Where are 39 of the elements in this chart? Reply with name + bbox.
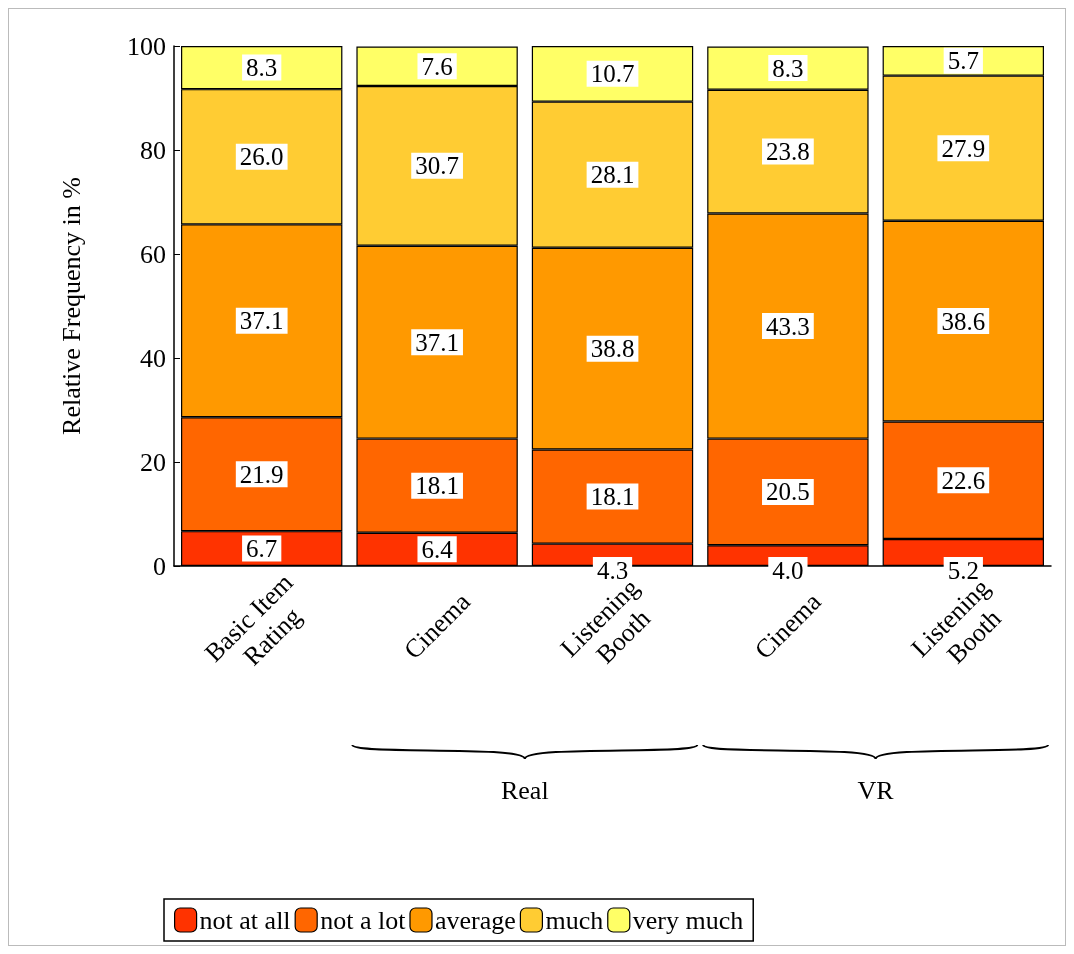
text: VR: [857, 776, 895, 805]
y-tick-label: 80: [140, 135, 166, 165]
y-axis-title: Relative Frequency in %: [56, 177, 86, 435]
y-tick-label: 0: [153, 551, 166, 581]
data-label: 6.4: [421, 535, 454, 563]
data-label: 5.2: [947, 556, 979, 584]
y-tick-label: 20: [140, 447, 166, 477]
y-tick-label: 60: [140, 239, 166, 269]
data-label: 4.3: [596, 556, 629, 584]
data-label: 37.1: [239, 307, 284, 335]
data-label: 18.1: [590, 483, 635, 511]
text: Real: [500, 776, 549, 805]
data-label: 8.3: [246, 54, 278, 82]
y-tick-label: 100: [127, 31, 166, 61]
legend-label: not a lot: [320, 905, 407, 935]
data-label: 6.7: [246, 535, 278, 563]
legend-label: much: [545, 905, 604, 935]
data-label: 38.6: [941, 307, 986, 335]
data-label: 18.1: [415, 472, 459, 500]
data-label: 21.9: [239, 460, 284, 488]
data-label: 43.3: [766, 312, 810, 340]
legend-label: very much: [632, 905, 744, 935]
data-label: 26.0: [239, 143, 284, 171]
data-label: 20.5: [766, 478, 810, 506]
data-label: 4.0: [772, 556, 804, 584]
y-tick-label: 40: [140, 343, 166, 373]
data-label: 23.8: [766, 138, 810, 166]
data-label: 27.9: [941, 134, 986, 162]
data-label: 5.7: [947, 47, 979, 75]
legend-label: not at all: [199, 905, 291, 935]
legend-label: average: [434, 905, 516, 935]
data-label: 8.3: [772, 54, 804, 82]
data-label: 7.6: [421, 52, 453, 80]
data-label: 28.1: [590, 161, 635, 189]
data-label: 38.8: [590, 335, 635, 363]
data-label: 37.1: [415, 328, 459, 356]
data-label: 30.7: [415, 152, 459, 180]
data-label: 22.6: [941, 466, 986, 494]
data-label: 10.7: [590, 60, 635, 88]
